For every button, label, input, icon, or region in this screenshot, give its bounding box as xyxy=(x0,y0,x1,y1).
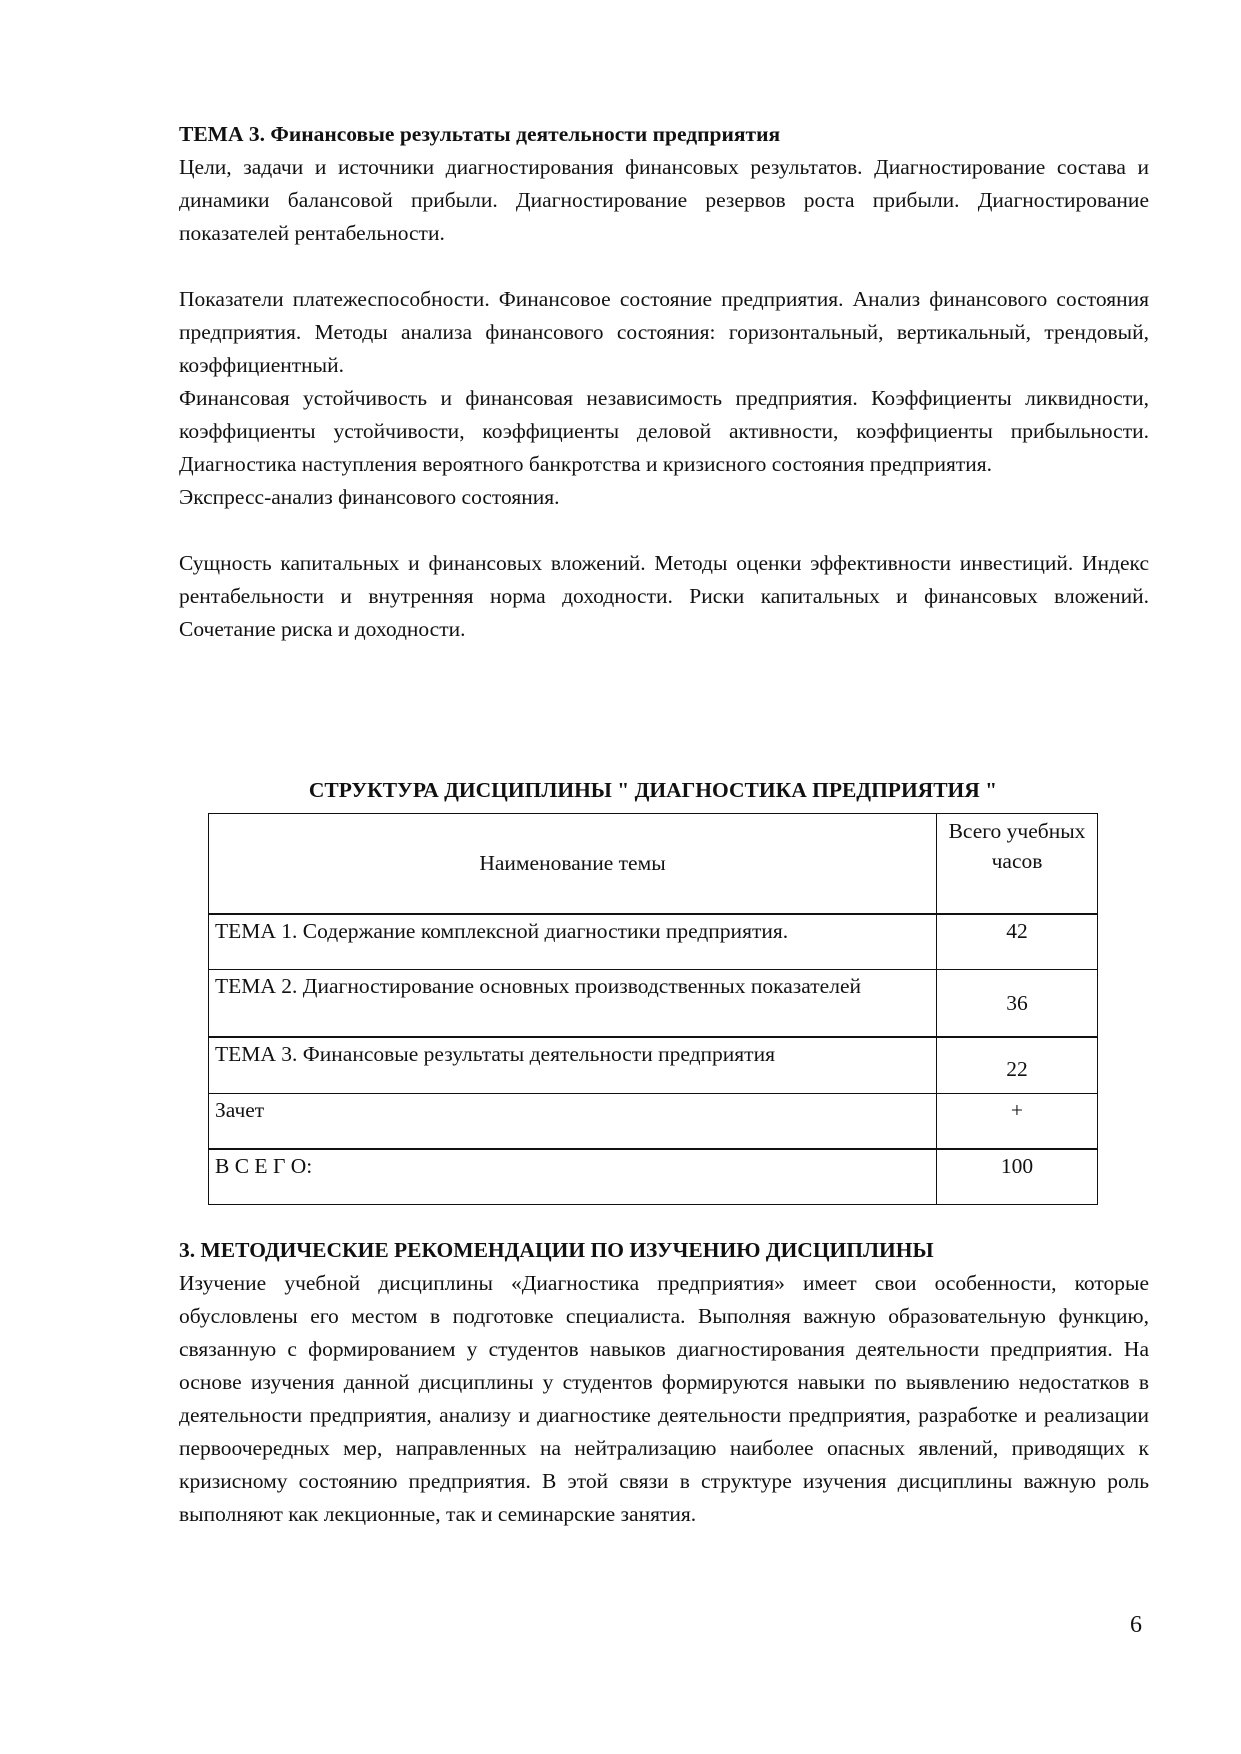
table-row: Зачет + xyxy=(208,1093,1098,1150)
cell-topic: ТЕМА 3. Финансовые результаты деятельнос… xyxy=(208,1036,937,1094)
page-number: 6 xyxy=(1130,1612,1142,1638)
cell-hours: + xyxy=(936,1093,1098,1150)
cell-topic: В С Е Г О: xyxy=(208,1148,937,1205)
paragraph: Сущность капитальных и финансовых вложен… xyxy=(179,551,1149,641)
cell-topic: ТЕМА 1. Содержание комплексной диагности… xyxy=(208,913,937,970)
section3-heading: 3. МЕТОДИЧЕСКИЕ РЕКОМЕНДАЦИИ ПО ИЗУЧЕНИЮ… xyxy=(179,1238,934,1262)
paragraph: Показатели платежеспособности. Финансово… xyxy=(179,287,1149,377)
table-header-row: Наименование темы Всего учебных часов xyxy=(208,813,1098,915)
table-row: В С Е Г О: 100 xyxy=(208,1148,1098,1205)
table-title: СТРУКТУРА ДИСЦИПЛИНЫ " ДИАГНОСТИКА ПРЕДП… xyxy=(308,778,998,802)
table-row: ТЕМА 2. Диагностирование основных произв… xyxy=(208,969,1098,1038)
cell-topic: Зачет xyxy=(208,1093,937,1150)
paragraph: Экспресс-анализ финансового состояния. xyxy=(179,485,560,509)
cell-hours: 100 xyxy=(936,1148,1098,1205)
structure-table: Наименование темы Всего учебных часов ТЕ… xyxy=(208,813,1098,1205)
cell-hours: 36 xyxy=(936,969,1098,1038)
paragraph: Изучение учебной дисциплины «Диагностика… xyxy=(179,1271,1149,1526)
header-hours: Всего учебных часов xyxy=(936,813,1098,915)
topic3-section: ТЕМА 3. Финансовые результаты деятельнос… xyxy=(179,118,1149,646)
paragraph: Цели, задачи и источники диагностировани… xyxy=(179,155,1149,245)
topic3-heading: ТЕМА 3. Финансовые результаты деятельнос… xyxy=(179,122,781,146)
paragraph: Финансовая устойчивость и финансовая нез… xyxy=(179,386,1149,476)
cell-hours: 22 xyxy=(936,1036,1098,1094)
table-row: ТЕМА 1. Содержание комплексной диагности… xyxy=(208,913,1098,970)
header-topic: Наименование темы xyxy=(208,813,937,915)
cell-topic: ТЕМА 2. Диагностирование основных произв… xyxy=(208,969,937,1038)
section3: 3. МЕТОДИЧЕСКИЕ РЕКОМЕНДАЦИИ ПО ИЗУЧЕНИЮ… xyxy=(179,1234,1149,1531)
cell-hours: 42 xyxy=(936,913,1098,970)
table-row: ТЕМА 3. Финансовые результаты деятельнос… xyxy=(208,1036,1098,1094)
